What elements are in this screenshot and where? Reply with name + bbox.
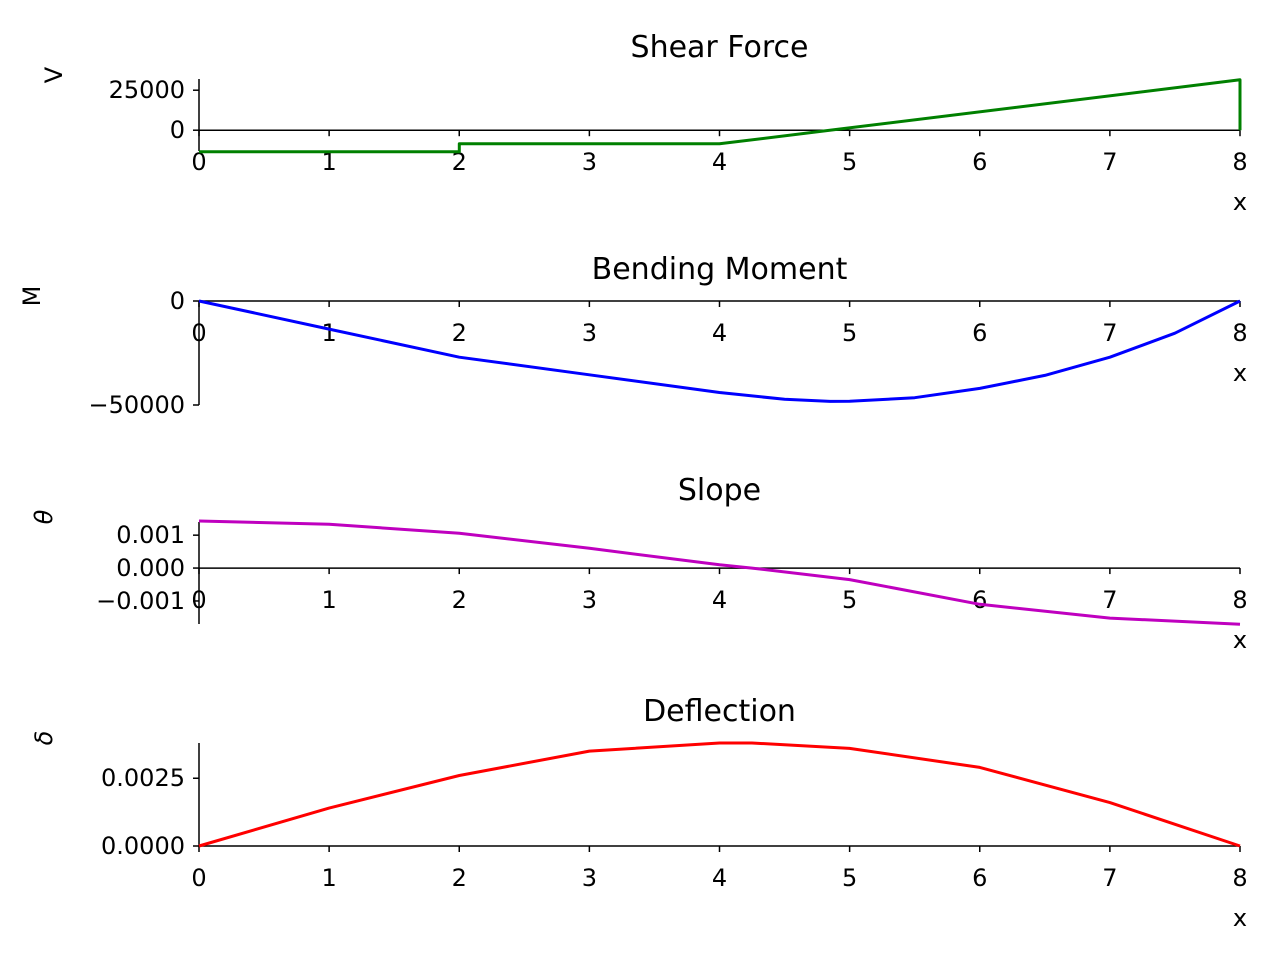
bending-moment-x-tick-label: 2 (452, 319, 467, 347)
shear-force-y-tick-label: 25000 (109, 76, 185, 104)
slope-x-tick-label: 4 (712, 586, 727, 614)
shear-force-x-tick-label: 7 (1102, 148, 1117, 176)
deflection-y-tick-label: 0.0000 (101, 832, 185, 860)
bending-moment-x-tick-label: 1 (321, 319, 336, 347)
slope-y-tick-label: 0.000 (116, 554, 185, 582)
slope-x-tick-label: 1 (321, 586, 336, 614)
deflection-y-axis-label: δ (30, 731, 58, 746)
shear-force-x-tick-label: 4 (712, 148, 727, 176)
slope-x-tick-label: 3 (582, 586, 597, 614)
deflection-x-tick-label: 4 (712, 864, 727, 892)
bending-moment-x-tick-label: 5 (842, 319, 857, 347)
bending-moment-panel: Bending Moment 0 1 2 3 4 5 6 7 8 0 −50000 x M (18, 252, 1248, 419)
slope-y-tick-label: 0.001 (116, 521, 185, 549)
slope-line (198, 519, 1241, 626)
shear-force-y-axis-label: V (40, 66, 68, 83)
slope-x-tick-label: 2 (452, 586, 467, 614)
bending-moment-y-tick-label: 0 (170, 287, 185, 315)
shear-force-x-tick-label: 3 (582, 148, 597, 176)
slope-x-tick-label: 7 (1102, 586, 1117, 614)
slope-y-tick-label: −0.001 (96, 587, 185, 615)
deflection-x-tick-label: 5 (842, 864, 857, 892)
deflection-x-tick-label: 7 (1102, 864, 1117, 892)
bending-moment-x-axis-label: x (1233, 359, 1247, 387)
slope-y-axis-label: θ (30, 509, 58, 524)
deflection-x-tick-label: 2 (452, 864, 467, 892)
bending-moment-x-tick-label: 7 (1102, 319, 1117, 347)
slope-title: Slope (678, 473, 761, 508)
bending-moment-x-tick-label: 8 (1232, 319, 1247, 347)
deflection-x-axis-label: x (1233, 904, 1247, 932)
shear-force-x-tick-label: 5 (842, 148, 857, 176)
shear-force-x-tick-label: 2 (452, 148, 467, 176)
bending-moment-title: Bending Moment (592, 252, 848, 287)
bending-moment-x-tick-label: 0 (191, 319, 206, 347)
shear-force-x-tick-label: 0 (191, 148, 206, 176)
slope-panel: Slope 0 1 2 3 4 5 6 7 8 0.001 0.000 −0.001 x θ (30, 473, 1248, 654)
bending-moment-x-tick-label: 6 (972, 319, 987, 347)
shear-force-x-tick-label: 8 (1232, 148, 1247, 176)
deflection-x-tick-label: 6 (972, 864, 987, 892)
deflection-x-tick-label: 3 (582, 864, 597, 892)
bending-moment-line (198, 299, 1241, 403)
deflection-line (198, 741, 1241, 848)
shear-force-title: Shear Force (631, 30, 809, 65)
shear-force-x-tick-label: 6 (972, 148, 987, 176)
bending-moment-y-axis-label: M (18, 286, 46, 307)
bending-moment-x-tick-label: 4 (712, 319, 727, 347)
deflection-x-tick-label: 8 (1232, 864, 1247, 892)
slope-x-axis-label: x (1233, 626, 1247, 654)
slope-x-tick-label: 5 (842, 586, 857, 614)
bending-moment-x-tick-label: 3 (582, 319, 597, 347)
bending-moment-y-tick-label: −50000 (89, 391, 185, 419)
shear-force-y-tick-label: 0 (170, 116, 185, 144)
deflection-y-tick-label: 0.0025 (101, 764, 185, 792)
deflection-x-tick-label: 0 (191, 864, 206, 892)
deflection-title: Deflection (643, 694, 796, 729)
deflection-x-tick-label: 1 (321, 864, 336, 892)
shear-force-panel: Shear Force 0 1 2 3 4 5 6 7 8 0 25000 x V (40, 30, 1248, 216)
deflection-panel: Deflection 0 1 2 3 4 5 6 7 8 0.0000 0.0025 x δ (30, 694, 1248, 932)
shear-force-line (199, 78, 1242, 154)
slope-x-tick-label: 8 (1232, 586, 1247, 614)
shear-force-x-axis-label: x (1233, 188, 1247, 216)
shear-force-x-tick-label: 1 (321, 148, 336, 176)
slope-x-tick-label: 0 (191, 586, 206, 614)
slope-x-tick-label: 6 (972, 586, 987, 614)
